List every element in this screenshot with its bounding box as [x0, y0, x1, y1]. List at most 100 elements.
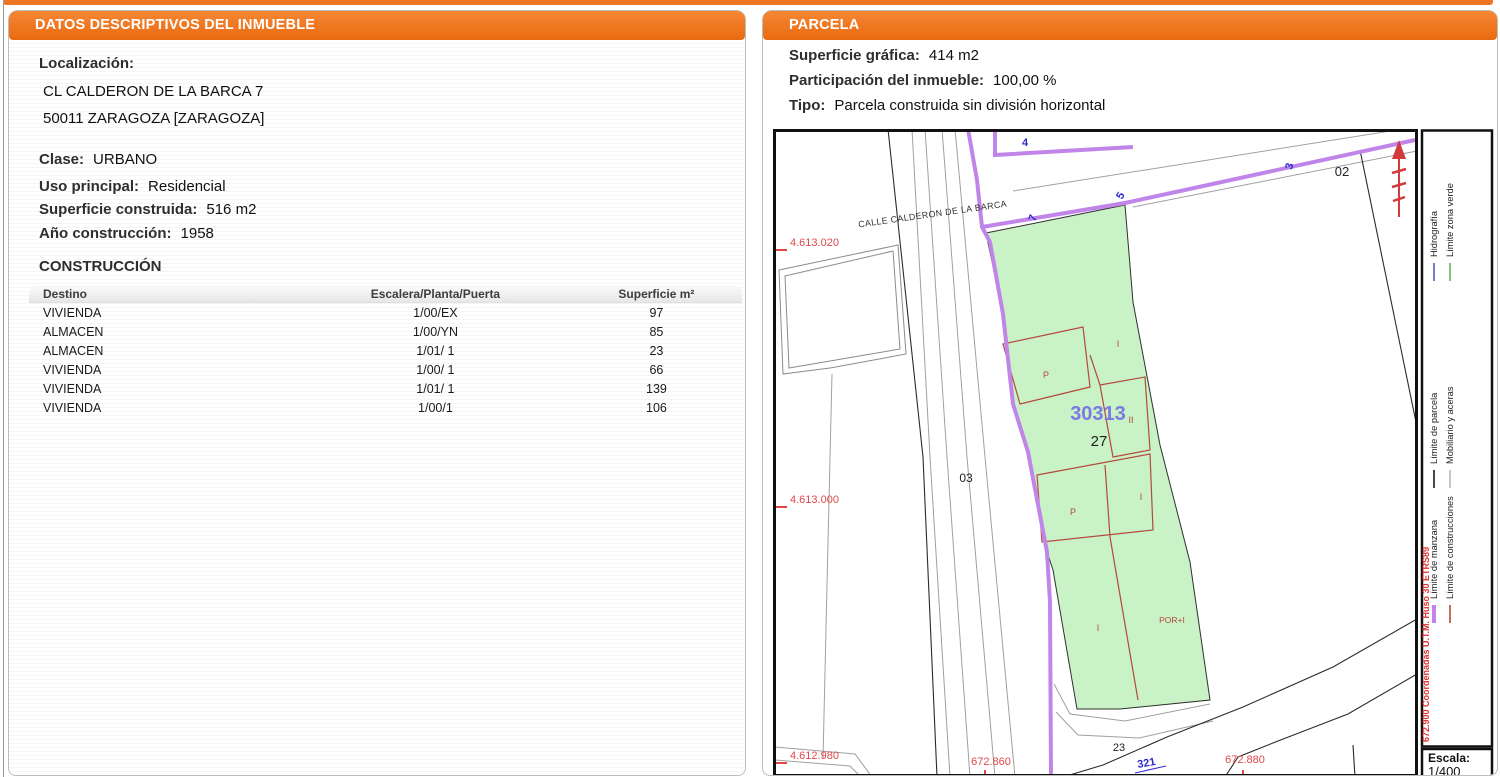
sidewalk-line [941, 128, 996, 775]
info-participacion-label: Participación del inmueble: [789, 72, 985, 89]
field-superficie-value: 516 m2 [206, 201, 257, 218]
col-header-escalera: Escalera/Planta/Puerta [370, 286, 501, 301]
construction-label: I [1117, 339, 1120, 349]
cadastral-map[interactable]: P I II P I I POR+I CALLE CALDERON DE LA … [773, 128, 1495, 775]
utm-note: 672.900 Coordenadas U.T.M. Huso 30 ETRS8… [1421, 547, 1431, 742]
panel-parcela: PARCELA Superficie gráfica: 414 m2 Partic… [762, 10, 1498, 776]
house-number-5: 5 [1114, 190, 1127, 201]
coord-label-y2: 4.613.000 [790, 494, 839, 506]
cell-escalera: 1/00/EX [413, 305, 458, 320]
construction-line [1089, 354, 1101, 386]
construction-line [1104, 464, 1111, 538]
building-edge-line [822, 373, 833, 760]
sidewalk-line [954, 128, 1016, 775]
table-row: ALMACEN 1/00/YN 85 [29, 322, 742, 341]
cell-superficie: 23 [649, 343, 664, 358]
panel-header-datos: DATOS DESCRIPTIVOS DEL INMUEBLE [9, 11, 745, 40]
info-participacion: Participación del inmueble: 100,00 % [789, 72, 1056, 90]
street-edge-line [1012, 128, 1404, 192]
street-line-bottom [774, 759, 860, 775]
cell-escalera: 1/00/ 1 [416, 362, 455, 377]
street-curve-lower [1225, 673, 1418, 775]
table-row: ALMACEN 1/01/ 1 23 [29, 341, 742, 360]
construction-label: I [1140, 492, 1143, 502]
table-row: VIVIENDA 1/00/1 106 [29, 398, 742, 417]
construction-line [1109, 536, 1139, 701]
cell-destino: VIVIENDA [43, 362, 102, 377]
panel-header-parcela: PARCELA [763, 11, 1497, 40]
legend-label: Hidrografía [1429, 210, 1439, 257]
cell-escalera: 1/00/1 [418, 400, 453, 415]
panel-datos-descriptivos: DATOS DESCRIPTIVOS DEL INMUEBLE Localiza… [8, 10, 746, 776]
sidewalk-curve [1055, 711, 1214, 739]
street-edge-line [1132, 150, 1418, 208]
construction-outline [1002, 326, 1091, 405]
info-tipo-label: Tipo: [789, 97, 826, 114]
legend-entry-mobiliario: Mobiliario y aceras [1445, 386, 1455, 488]
legend-entry-limite-manzana: Límite de manzana [1429, 519, 1439, 623]
cell-superficie: 66 [649, 362, 664, 377]
construction-label-portal: POR+I [1159, 615, 1185, 625]
legend-label: Mobiliario y aceras [1445, 386, 1455, 464]
legend-entry-zona-verde: Límite zona verde [1445, 183, 1455, 281]
street-curve-upper [1067, 618, 1418, 775]
street-line-bottom [774, 746, 872, 775]
coord-label-x1: 672.860 [971, 756, 1011, 768]
house-number-4: 4 [1022, 137, 1029, 149]
field-clase-value: URBANO [93, 151, 158, 168]
parcel-number-label: 27 [1091, 433, 1108, 450]
house-number-7: 7 [1027, 213, 1040, 223]
manzana-number-label: 30313 [1070, 403, 1126, 425]
sidewalk-line [911, 128, 951, 775]
block-label-23: 23 [1113, 742, 1125, 754]
field-superficie: Superficie construida: 516 m2 [39, 201, 256, 219]
street-cross-line [1352, 744, 1356, 775]
field-anio: Año construcción: 1958 [39, 225, 214, 243]
info-participacion-value: 100,00 % [993, 72, 1057, 89]
page-left-border [3, 0, 4, 777]
info-superficie-grafica-label: Superficie gráfica: [789, 47, 920, 64]
field-anio-value: 1958 [180, 225, 214, 242]
construction-label: P [1043, 370, 1049, 380]
panel-body-parcela: Superficie gráfica: 414 m2 Participación … [763, 40, 1497, 775]
cell-escalera: 1/01/ 1 [416, 381, 455, 396]
map-border [773, 129, 1418, 775]
legend-entry-limite-parcela: Límite de parcela [1429, 392, 1439, 488]
coord-label-y1: 4.613.020 [790, 237, 839, 249]
cell-superficie: 106 [646, 400, 667, 415]
coord-label-x2: 672.880 [1225, 754, 1265, 766]
cell-destino: ALMACEN [43, 324, 104, 339]
construccion-table: Destino Escalera/Planta/Puerta Superfici… [29, 285, 742, 417]
cell-escalera: 1/00/YN [412, 324, 458, 339]
cell-destino: VIVIENDA [43, 400, 102, 415]
manzana-limit-main [966, 128, 1053, 775]
info-tipo-value: Parcela construida sin división horizont… [834, 97, 1106, 114]
field-superficie-label: Superficie construida: [39, 201, 198, 218]
scale-value: 1/400 [1428, 764, 1461, 775]
construction-label: II [1128, 415, 1133, 425]
field-uso-label: Uso principal: [39, 178, 140, 195]
table-row: VIVIENDA 1/00/ 1 66 [29, 360, 742, 379]
utm-note-text: 672.900 Coordenadas U.T.M. Huso 30 ETRS8… [1421, 547, 1431, 742]
construccion-title: CONSTRUCCIÓN [39, 258, 162, 275]
cell-destino: ALMACEN [43, 343, 104, 358]
field-anio-label: Año construcción: [39, 225, 172, 242]
cell-destino: VIVIENDA [43, 305, 102, 320]
sidewalk-curve [1053, 683, 1211, 722]
table-row: VIVIENDA 1/00/EX 97 [29, 303, 742, 322]
field-uso-value: Residencial [148, 178, 226, 195]
construction-label: P [1070, 507, 1076, 517]
house-number-3: 3 [1283, 162, 1296, 171]
scale-label: Escala: [1428, 751, 1470, 765]
block-label-02: 02 [1335, 164, 1349, 179]
info-tipo: Tipo: Parcela construida sin división hor… [789, 97, 1105, 115]
field-uso: Uso principal: Residencial [39, 178, 226, 196]
cell-escalera: 1/01/ 1 [416, 343, 455, 358]
field-clase: Clase: URBANO [39, 151, 157, 169]
address-line-1: CL CALDERON DE LA BARCA 7 [43, 83, 264, 100]
panel-body-datos: Localización: CL CALDERON DE LA BARCA 7 … [9, 40, 745, 775]
scale-box [1420, 747, 1494, 775]
coord-label-y3: 4.612.980 [790, 750, 839, 762]
localizacion-label: Localización: [39, 55, 135, 72]
construction-label: I [1097, 623, 1100, 633]
